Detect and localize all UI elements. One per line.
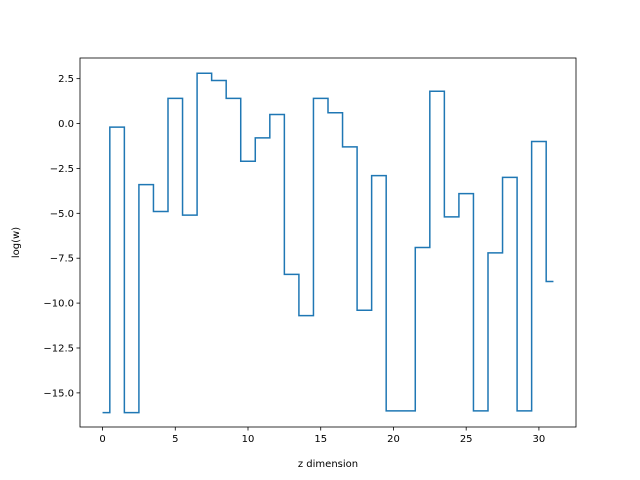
y-tick-label: 2.5	[58, 74, 74, 85]
y-tick-label: 0.0	[58, 119, 74, 130]
series-line	[102, 72, 554, 414]
x-tick-label: 0	[99, 434, 105, 445]
x-tick-label: 10	[242, 434, 255, 445]
y-tick-label: −7.5	[50, 254, 74, 265]
y-axis-label: log(w)	[11, 227, 22, 258]
plot-area	[102, 72, 554, 414]
y-tick-label: −2.5	[50, 164, 74, 175]
x-tick-label: 25	[460, 434, 473, 445]
x-axis-ticks: 0 5 10 15 20 25 30	[99, 427, 545, 445]
x-tick-label: 5	[172, 434, 178, 445]
y-axis-ticks: 2.5 0.0 −2.5 −5.0 −7.5 −10.0 −12.5 −15.0	[43, 74, 80, 399]
y-tick-label: −12.5	[43, 343, 74, 354]
x-axis-label: z dimension	[298, 459, 358, 470]
y-tick-label: −15.0	[43, 388, 74, 399]
x-tick-label: 20	[387, 434, 400, 445]
axes-frame	[79, 57, 577, 428]
x-tick-label: 30	[533, 434, 546, 445]
x-tick-label: 15	[314, 434, 327, 445]
y-tick-label: −10.0	[43, 299, 74, 310]
y-tick-label: −5.0	[50, 209, 74, 220]
